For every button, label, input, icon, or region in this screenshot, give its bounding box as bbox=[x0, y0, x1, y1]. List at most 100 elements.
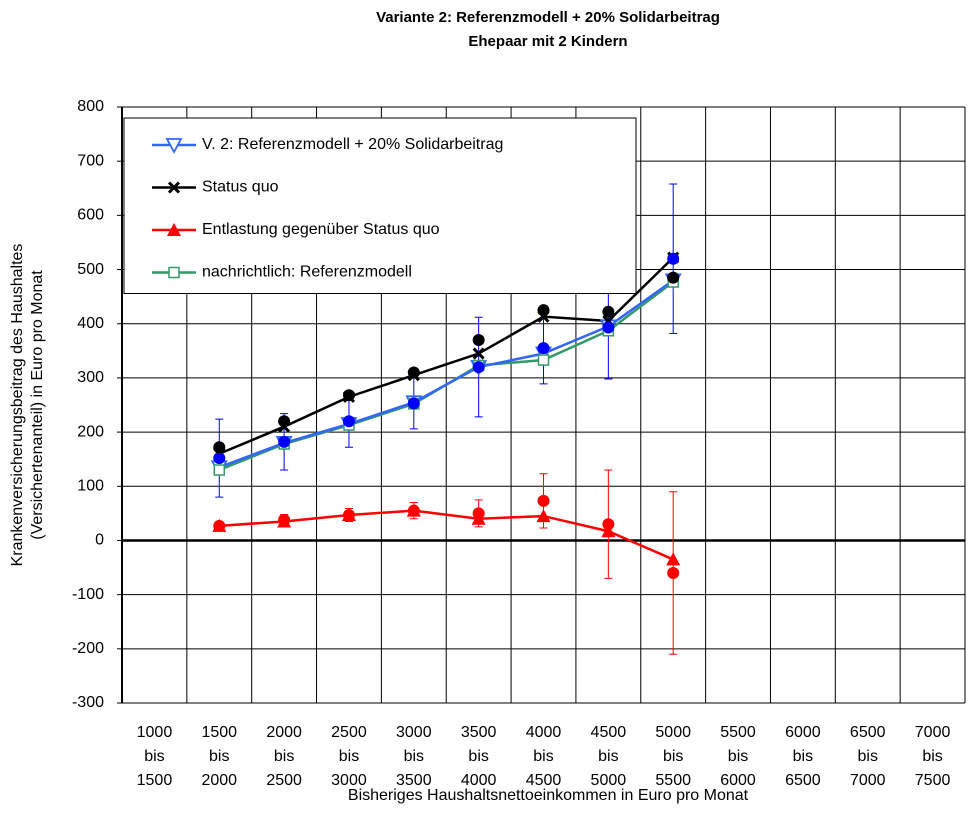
y-tick-label: 700 bbox=[77, 152, 104, 169]
marker bbox=[342, 389, 355, 402]
marker bbox=[168, 266, 180, 279]
x-tick-label: 2000 bbox=[201, 772, 237, 789]
y-axis-label: Krankenversicherungsbeitrag des Haushalt… bbox=[9, 244, 26, 567]
x-tick-label: bis bbox=[922, 748, 942, 765]
x-tick-label: bis bbox=[404, 748, 424, 765]
marker bbox=[602, 518, 615, 531]
x-tick-label: 2000 bbox=[266, 724, 302, 741]
legend-label: Entlastung gegenüber Status quo bbox=[202, 221, 440, 238]
marker bbox=[213, 519, 226, 532]
y-tick-label: 500 bbox=[77, 261, 104, 278]
marker bbox=[537, 494, 550, 507]
y-tick-label: 600 bbox=[77, 207, 104, 224]
x-tick-label: 3500 bbox=[396, 772, 432, 789]
x-tick-label: 6500 bbox=[850, 724, 886, 741]
y-tick-label: -300 bbox=[72, 694, 104, 711]
chart-subtitle: Ehepaar mit 2 Kindern bbox=[468, 33, 627, 50]
legend: V. 2: Referenzmodell + 20% Solidarbeitra… bbox=[123, 117, 637, 294]
marker bbox=[165, 138, 183, 154]
marker bbox=[278, 435, 291, 448]
y-tick-label: 0 bbox=[95, 532, 104, 549]
series-line bbox=[219, 509, 674, 561]
x-tick-label: 4500 bbox=[591, 724, 627, 741]
x-tick-label: 5000 bbox=[655, 724, 691, 741]
marker bbox=[537, 354, 550, 366]
marker bbox=[472, 361, 485, 374]
marker bbox=[602, 321, 615, 334]
y-tick-label: 100 bbox=[77, 477, 104, 494]
x-tick-label: 6000 bbox=[785, 724, 821, 741]
chart-title: Variante 2: Referenzmodell + 20% Solidar… bbox=[376, 9, 720, 26]
legend-box bbox=[123, 117, 637, 294]
x-tick-label: 1500 bbox=[137, 772, 173, 789]
x-tick-label: 3000 bbox=[331, 772, 367, 789]
marker bbox=[537, 342, 550, 355]
marker bbox=[472, 507, 485, 520]
y-tick-label: 400 bbox=[77, 315, 104, 332]
x-tick-label: 7500 bbox=[915, 772, 951, 789]
marker bbox=[667, 271, 680, 284]
x-tick-label: 6000 bbox=[720, 772, 756, 789]
x-tick-label: 1500 bbox=[201, 724, 237, 741]
legend-label: Status quo bbox=[202, 179, 279, 196]
marker bbox=[601, 524, 616, 538]
x-tick-label: 1000 bbox=[137, 724, 173, 741]
marker bbox=[407, 397, 420, 410]
series-line bbox=[218, 279, 674, 469]
marker bbox=[667, 252, 680, 265]
marker bbox=[407, 504, 420, 517]
y-axis-label: (Versichertenanteil) in Euro pro Monat bbox=[29, 270, 46, 540]
marker bbox=[278, 415, 291, 428]
marker bbox=[667, 566, 680, 579]
x-tick-label: 7000 bbox=[915, 724, 951, 741]
x-tick-label: bis bbox=[144, 748, 164, 765]
x-tick-label: 3000 bbox=[396, 724, 432, 741]
x-tick-label: bis bbox=[663, 748, 683, 765]
marker bbox=[472, 347, 485, 360]
marker bbox=[213, 441, 226, 454]
series-line bbox=[218, 256, 675, 455]
x-tick-label: bis bbox=[793, 748, 813, 765]
marker bbox=[342, 415, 355, 428]
marker bbox=[536, 509, 551, 523]
legend-label: V. 2: Referenzmodell + 20% Solidarbeitra… bbox=[202, 136, 503, 153]
x-tick-label: bis bbox=[598, 748, 618, 765]
x-tick-label: bis bbox=[858, 748, 878, 765]
marker bbox=[342, 508, 355, 521]
x-tick-label: bis bbox=[274, 748, 294, 765]
marker bbox=[537, 304, 550, 317]
x-tick-label: 5000 bbox=[591, 772, 627, 789]
x-tick-label: 3500 bbox=[461, 724, 497, 741]
x-axis-label: Bisheriges Haushaltsnettoeinkommen in Eu… bbox=[348, 787, 749, 804]
marker bbox=[167, 223, 181, 236]
marker bbox=[213, 464, 226, 476]
marker bbox=[278, 513, 291, 526]
marker bbox=[213, 452, 226, 465]
x-tick-label: bis bbox=[339, 748, 359, 765]
y-tick-label: 800 bbox=[77, 98, 104, 115]
y-tick-label: -200 bbox=[72, 640, 104, 657]
legend-label: nachrichtlich: Referenzmodell bbox=[202, 264, 412, 281]
x-tick-label: 4000 bbox=[461, 772, 497, 789]
y-tick-label: 300 bbox=[77, 369, 104, 386]
x-tick-label: 2500 bbox=[266, 772, 302, 789]
x-tick-label: bis bbox=[728, 748, 748, 765]
x-tick-label: 5500 bbox=[720, 724, 756, 741]
x-tick-label: bis bbox=[533, 748, 553, 765]
x-tick-label: 4000 bbox=[526, 724, 562, 741]
x-tick-label: bis bbox=[209, 748, 229, 765]
x-tick-label: 5500 bbox=[655, 772, 691, 789]
x-tick-label: bis bbox=[468, 748, 488, 765]
x-tick-label: 7000 bbox=[850, 772, 886, 789]
x-tick-label: 2500 bbox=[331, 724, 367, 741]
marker bbox=[666, 552, 681, 566]
x-tick-label: 4500 bbox=[526, 772, 562, 789]
x-tick-label: 6500 bbox=[785, 772, 821, 789]
marker bbox=[602, 305, 615, 318]
y-tick-label: 200 bbox=[77, 423, 104, 440]
y-tick-label: -100 bbox=[72, 586, 104, 603]
marker bbox=[167, 181, 181, 194]
marker bbox=[472, 333, 485, 346]
marker bbox=[407, 366, 420, 379]
